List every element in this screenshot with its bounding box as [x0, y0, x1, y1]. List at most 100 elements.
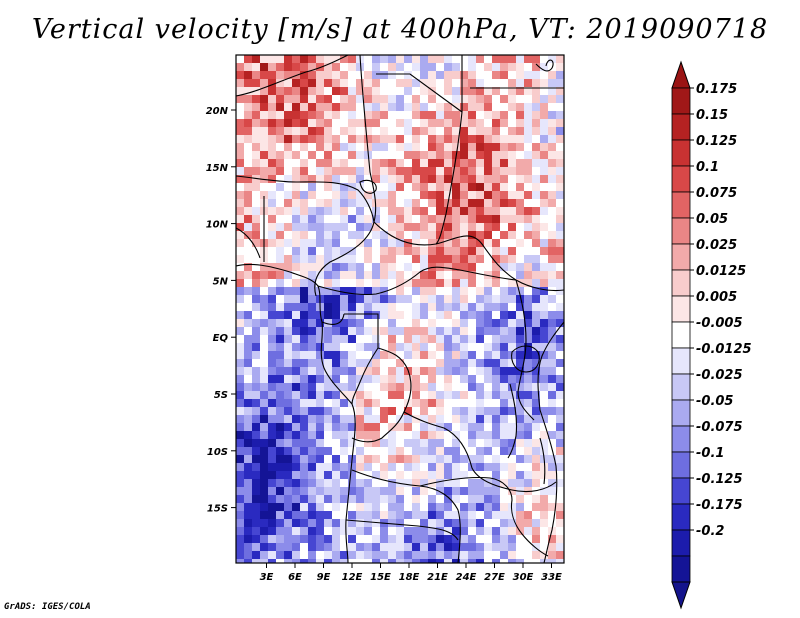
map-cell — [492, 55, 500, 63]
map-cell — [492, 391, 500, 399]
colorbar-label: -0.025 — [696, 368, 743, 383]
map-cell — [396, 551, 404, 559]
map-cell — [380, 167, 388, 175]
map-cell — [396, 455, 404, 463]
map-cell — [476, 351, 484, 359]
map-cell — [468, 159, 476, 167]
map-cell — [276, 383, 284, 391]
map-cell — [412, 367, 420, 375]
map-cell — [412, 455, 420, 463]
map-cell — [484, 335, 492, 343]
map-cell — [380, 503, 388, 511]
map-cell — [388, 287, 396, 295]
map-cell — [244, 399, 252, 407]
map-cell — [260, 535, 268, 543]
map-cell — [236, 231, 244, 239]
map-cell — [316, 487, 324, 495]
map-cell — [236, 447, 244, 455]
map-cell — [484, 71, 492, 79]
map-cell — [436, 247, 444, 255]
map-cell — [284, 247, 292, 255]
map-cell — [348, 431, 356, 439]
map-cell — [396, 471, 404, 479]
map-cell — [340, 359, 348, 367]
map-cell — [420, 479, 428, 487]
map-cell — [404, 143, 412, 151]
map-cell — [500, 71, 508, 79]
map-cell — [372, 79, 380, 87]
map-cell — [468, 127, 476, 135]
map-cell — [372, 71, 380, 79]
map-cell — [508, 287, 516, 295]
map-cell — [332, 327, 340, 335]
map-cell — [500, 359, 508, 367]
map-field — [236, 55, 564, 563]
map-cell — [284, 463, 292, 471]
map-cell — [516, 143, 524, 151]
map-cell — [284, 487, 292, 495]
map-cell — [492, 343, 500, 351]
map-cell — [364, 415, 372, 423]
map-cell — [540, 95, 548, 103]
map-cell — [460, 263, 468, 271]
map-cell — [540, 167, 548, 175]
map-cell — [508, 231, 516, 239]
map-cell — [372, 495, 380, 503]
map-cell — [300, 263, 308, 271]
map-cell — [356, 415, 364, 423]
map-cell — [548, 471, 556, 479]
map-cell — [388, 247, 396, 255]
map-cell — [372, 119, 380, 127]
map-cell — [476, 223, 484, 231]
map-cell — [324, 559, 332, 563]
map-cell — [268, 439, 276, 447]
map-cell — [556, 519, 564, 527]
map-cell — [460, 407, 468, 415]
map-cell — [436, 279, 444, 287]
map-cell — [268, 479, 276, 487]
map-cell — [508, 487, 516, 495]
map-cell — [324, 127, 332, 135]
map-cell — [524, 55, 532, 63]
map-cell — [412, 511, 420, 519]
map-cell — [324, 207, 332, 215]
map-cell — [284, 55, 292, 63]
map-cell — [348, 167, 356, 175]
map-cell — [372, 535, 380, 543]
map-cell — [468, 359, 476, 367]
map-cell — [420, 535, 428, 543]
map-cell — [260, 327, 268, 335]
map-cell — [324, 495, 332, 503]
map-cell — [452, 63, 460, 71]
map-cell — [308, 535, 316, 543]
map-cell — [548, 279, 556, 287]
map-cell — [492, 223, 500, 231]
map-cell — [404, 103, 412, 111]
map-cell — [484, 239, 492, 247]
map-cell — [428, 471, 436, 479]
map-cell — [268, 71, 276, 79]
map-cell — [548, 167, 556, 175]
map-cell — [380, 303, 388, 311]
map-cell — [500, 55, 508, 63]
map-cell — [244, 351, 252, 359]
map-cell — [540, 263, 548, 271]
map-cell — [324, 199, 332, 207]
map-cell — [356, 271, 364, 279]
map-cell — [484, 95, 492, 103]
map-cell — [236, 191, 244, 199]
colorbar-swatch — [671, 503, 691, 531]
map-cell — [300, 199, 308, 207]
map-cell — [332, 503, 340, 511]
map-cell — [492, 439, 500, 447]
map-cell — [556, 471, 564, 479]
map-cell — [396, 351, 404, 359]
map-cell — [340, 71, 348, 79]
map-cell — [300, 175, 308, 183]
map-cell — [292, 463, 300, 471]
map-cell — [540, 63, 548, 71]
map-cell — [500, 79, 508, 87]
map-cell — [324, 79, 332, 87]
map-cell — [332, 295, 340, 303]
map-cell — [460, 167, 468, 175]
